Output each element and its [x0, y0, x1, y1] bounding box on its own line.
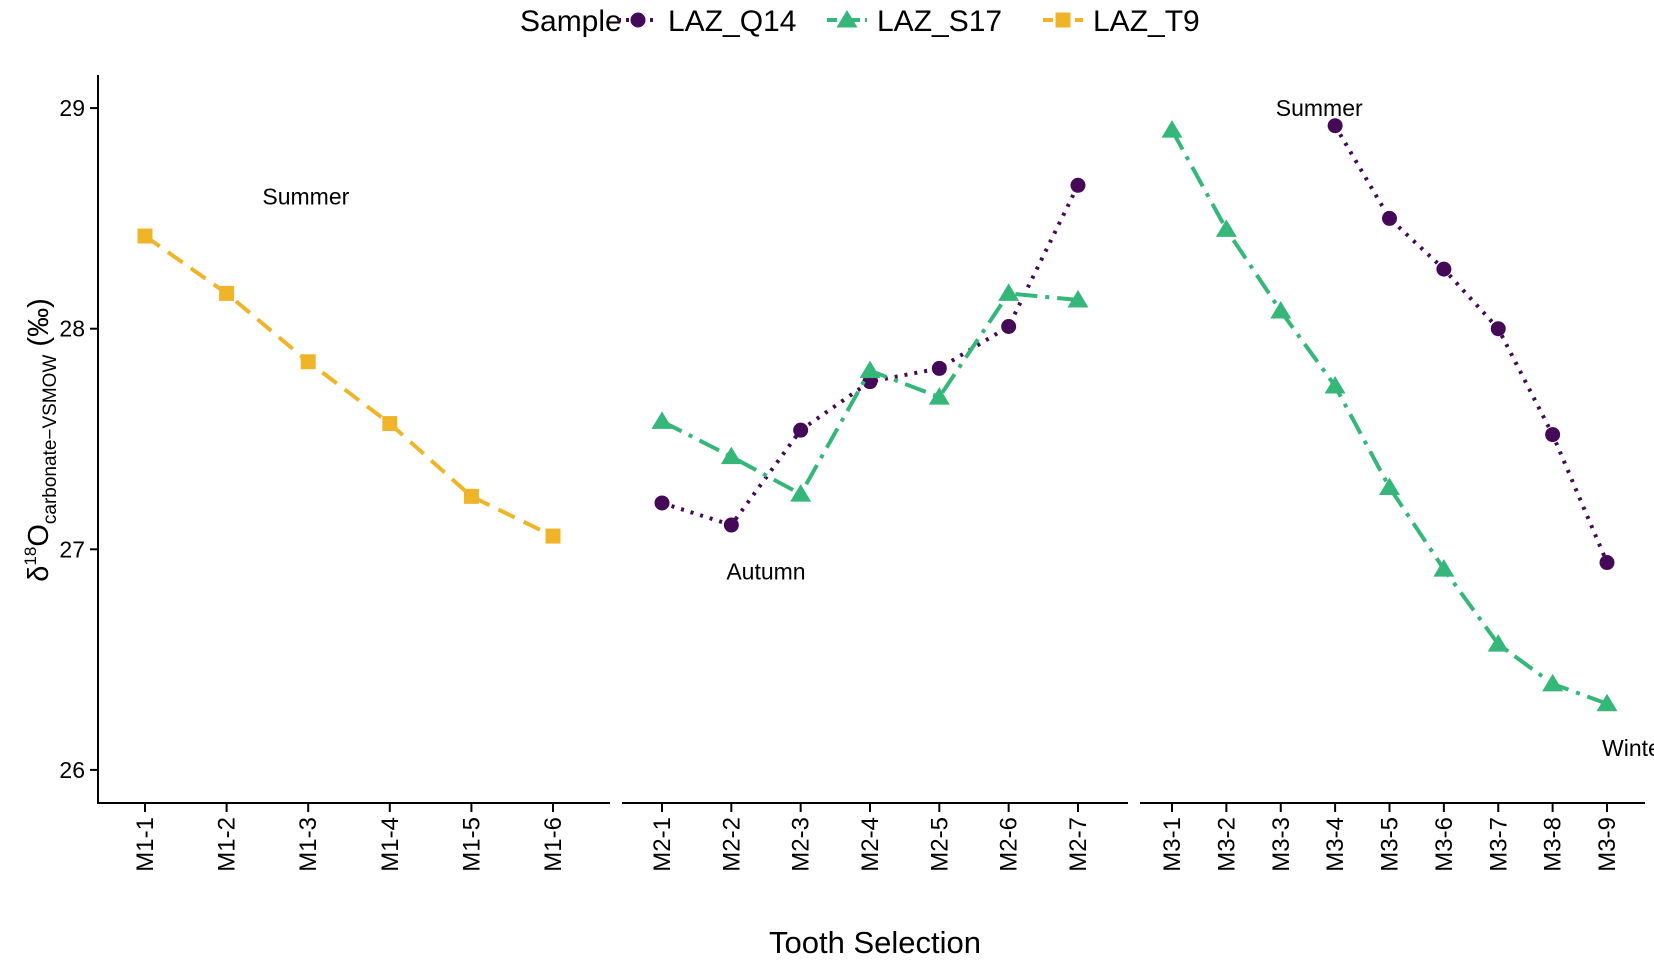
x-tick-label: M1-6: [540, 817, 567, 872]
x-tick-label: M3-3: [1268, 817, 1295, 872]
series-laz-s17: [651, 283, 1089, 502]
data-point-laz-s17: [720, 446, 742, 465]
data-point-laz-t9: [463, 488, 479, 504]
annotation-summer: Summer: [1276, 95, 1363, 121]
data-point-laz-s17: [1324, 376, 1346, 394]
data-point-laz-s17: [998, 283, 1020, 301]
x-tick-label: M1-1: [132, 817, 159, 872]
legend-entry-laz-s17: LAZ_S17: [827, 5, 1002, 38]
x-tick-label: M3-5: [1377, 817, 1404, 872]
x-tick-label: M2-6: [996, 817, 1023, 872]
y-axis-title: δ18Ocarbonate−VSMOW (‰): [21, 298, 61, 582]
y-axis-title-part-1: δ: [23, 566, 55, 582]
legend-marker-laz-t9: [1055, 12, 1071, 28]
data-point-laz-s17: [1487, 634, 1509, 652]
data-point-laz-q14: [654, 495, 670, 511]
x-tick-label: M3-9: [1594, 817, 1621, 872]
x-tick-label: M2-5: [926, 817, 953, 872]
data-point-laz-q14: [1599, 555, 1615, 571]
series-laz-q14: [1327, 118, 1615, 571]
legend: Sample LAZ_Q14 LAZ_S17 LAZ_T9: [520, 5, 1200, 38]
legend-label-laz-s17: LAZ_S17: [877, 5, 1002, 38]
annotation-autumn: Autumn: [726, 558, 805, 584]
series-line-laz-q14: [1333, 124, 1609, 564]
legend-entry-laz-q14: LAZ_Q14: [618, 5, 796, 38]
data-point-laz-q14: [1490, 321, 1506, 337]
data-point-laz-t9: [382, 416, 398, 432]
x-tick-label: M2-4: [857, 817, 884, 872]
data-point-laz-s17: [1596, 693, 1618, 712]
x-tick-label: M3-6: [1431, 817, 1458, 872]
data-point-laz-s17: [1433, 559, 1455, 577]
x-tick-label: M3-7: [1485, 817, 1512, 872]
legend-label-laz-q14: LAZ_Q14: [668, 5, 796, 38]
data-point-laz-s17: [1067, 290, 1089, 308]
legend-entry-laz-t9: LAZ_T9: [1043, 5, 1200, 38]
x-tick-label: M3-2: [1213, 817, 1240, 872]
x-tick-label: M2-2: [718, 817, 745, 872]
x-tick-label: M2-7: [1065, 817, 1092, 872]
data-point-laz-q14: [1001, 318, 1017, 334]
legend-marker-laz-s17: [836, 10, 858, 28]
data-point-laz-q14: [1382, 210, 1397, 226]
data-point-laz-s17: [790, 484, 812, 502]
data-point-laz-q14: [793, 422, 809, 438]
panel-1: M1-1 M1-2 M1-3 M1-4 M1-5 M1-6 Summer: [98, 183, 610, 872]
data-point-laz-s17: [859, 360, 881, 379]
y-axis-title-part-2: 18: [21, 547, 40, 566]
series-laz-q14: [654, 177, 1086, 533]
x-tick-label: M2-3: [788, 817, 815, 872]
y-tick-label: 26: [59, 757, 85, 783]
panel-3: M3-1 M3-2 M3-3 M3-4 M3-5 M3-6 M3-7 M3-8 M3-9 Summ…: [1140, 95, 1654, 872]
series-line-laz-t9: [143, 234, 554, 538]
x-tick-label: M1-2: [214, 817, 241, 872]
x-tick-label: M3-1: [1159, 817, 1186, 872]
data-point-laz-q14: [1070, 177, 1086, 193]
data-point-laz-t9: [300, 354, 316, 370]
data-point-laz-s17: [1379, 477, 1400, 496]
x-tick-label: M3-4: [1322, 817, 1349, 872]
legend-label-laz-t9: LAZ_T9: [1093, 5, 1200, 38]
data-point-laz-s17: [1270, 301, 1292, 319]
data-point-laz-s17: [928, 387, 950, 405]
data-point-laz-q14: [931, 360, 947, 376]
data-point-laz-s17: [1215, 219, 1237, 237]
series-line-laz-q14: [661, 184, 1080, 528]
x-tick-label: M1-3: [295, 817, 322, 872]
series-laz-t9: [137, 228, 561, 544]
axis-titles: Tooth Selection δ18Ocarbonate−VSMOW (‰): [21, 298, 981, 960]
legend-title: Sample: [520, 5, 622, 38]
data-point-laz-s17: [1161, 120, 1183, 138]
x-tick-label: M2-1: [649, 817, 676, 872]
annotation-summer: Summer: [262, 183, 349, 209]
y-axis-title-part-5: (‰): [23, 298, 55, 354]
x-tick-label: M3-8: [1540, 817, 1567, 872]
data-point-laz-q14: [1436, 261, 1452, 277]
y-tick-label: 28: [59, 316, 85, 342]
data-point-laz-t9: [137, 228, 153, 244]
y-tick-label: 29: [59, 95, 85, 121]
x-axis-title: Tooth Selection: [769, 925, 981, 960]
data-point-laz-s17: [1542, 673, 1564, 692]
series-line-laz-s17: [1170, 129, 1608, 706]
y-axis: 26 27 28 29: [59, 75, 99, 804]
legend-marker-laz-q14: [630, 12, 646, 28]
x-tick-label: M1-5: [458, 817, 485, 872]
y-axis-title-part-4: carbonate−VSMOW: [40, 355, 61, 525]
data-point-laz-t9: [219, 285, 235, 301]
series-laz-s17: [1161, 120, 1618, 712]
data-point-laz-t9: [545, 528, 561, 544]
y-axis-title-part-3: O: [23, 524, 55, 547]
data-point-laz-s17: [651, 411, 673, 429]
data-point-laz-q14: [1327, 118, 1343, 134]
y-tick-label: 27: [59, 536, 85, 562]
x-tick-label: M1-4: [377, 817, 404, 872]
data-point-laz-q14: [1545, 427, 1561, 443]
data-point-laz-q14: [723, 517, 739, 533]
panel-2: M2-1 M2-2 M2-3 M2-4 M2-5 M2-6 M2-7 Autumn: [622, 177, 1128, 872]
annotation-winter: Winter: [1602, 735, 1654, 761]
